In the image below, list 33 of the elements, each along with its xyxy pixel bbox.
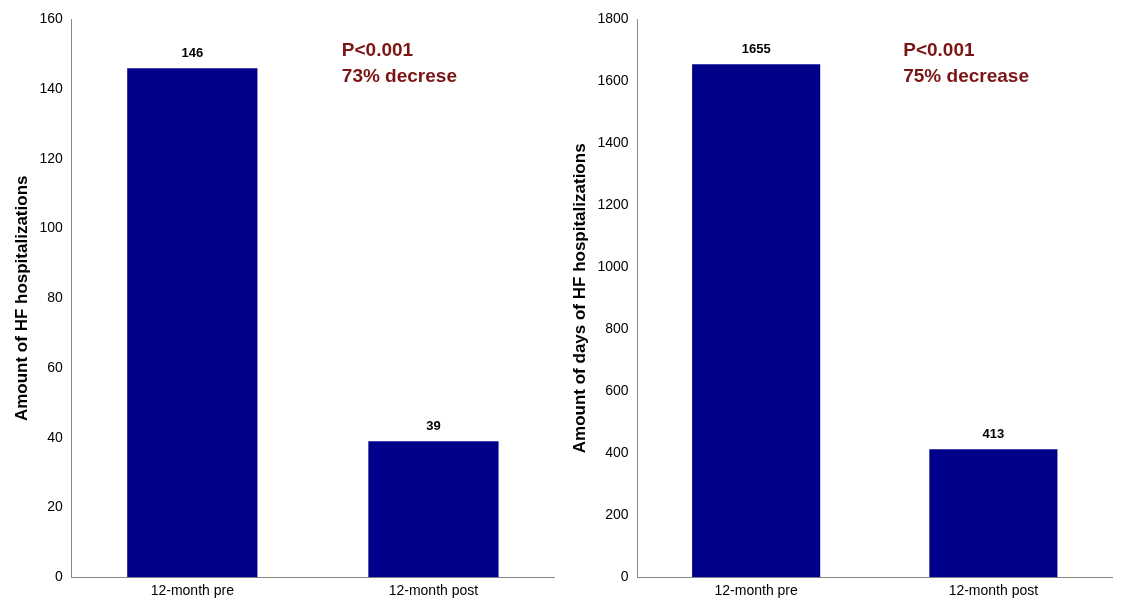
y-tick-label: 1600 — [597, 72, 629, 89]
data-label: 1655 — [741, 41, 771, 57]
y-tick-label: 140 — [39, 79, 63, 96]
y-tick-label: 100 — [39, 219, 63, 236]
y-tick-label: 20 — [47, 498, 63, 515]
y-tick-label: 120 — [39, 149, 63, 166]
annotation: 75% decrease — [903, 65, 1029, 87]
y-tick-label: 400 — [605, 444, 629, 461]
annotation: P<0.001 — [903, 39, 975, 61]
y-tick-label: 800 — [605, 320, 629, 337]
y-axis-title: Amount of HF hospitalizations — [11, 175, 31, 422]
y-tick-label: 200 — [605, 506, 629, 523]
y-tick-label: 0 — [54, 568, 63, 585]
data-label: 39 — [426, 418, 441, 434]
data-label: 146 — [181, 45, 204, 61]
y-tick-label: 0 — [620, 568, 629, 585]
y-tick-label: 1000 — [597, 258, 629, 275]
y-axis-title: Amount of days of HF hospitalizations — [569, 143, 589, 454]
x-tick-label: 12-month post — [948, 582, 1039, 599]
y-tick-label: 80 — [47, 289, 63, 306]
annotation: P<0.001 — [341, 39, 414, 61]
y-tick-label: 1400 — [597, 134, 629, 151]
x-tick-label: 12-month pre — [714, 582, 798, 599]
y-tick-label: 1200 — [597, 196, 629, 213]
y-tick-label: 40 — [47, 428, 63, 445]
x-tick-label: 12-month pre — [150, 582, 235, 599]
data-label: 413 — [982, 426, 1005, 442]
y-tick-label: 1800 — [597, 10, 629, 27]
y-tick-label: 60 — [47, 358, 63, 375]
y-tick-label: 160 — [39, 10, 63, 27]
y-tick-label: 600 — [605, 382, 629, 399]
annotation: 73% decrese — [341, 65, 457, 87]
x-tick-label: 12-month post — [388, 582, 479, 599]
